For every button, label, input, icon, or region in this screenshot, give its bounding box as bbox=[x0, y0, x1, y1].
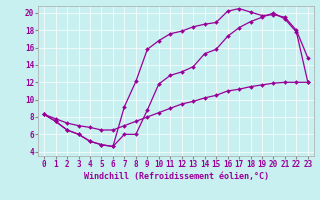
X-axis label: Windchill (Refroidissement éolien,°C): Windchill (Refroidissement éolien,°C) bbox=[84, 172, 268, 181]
